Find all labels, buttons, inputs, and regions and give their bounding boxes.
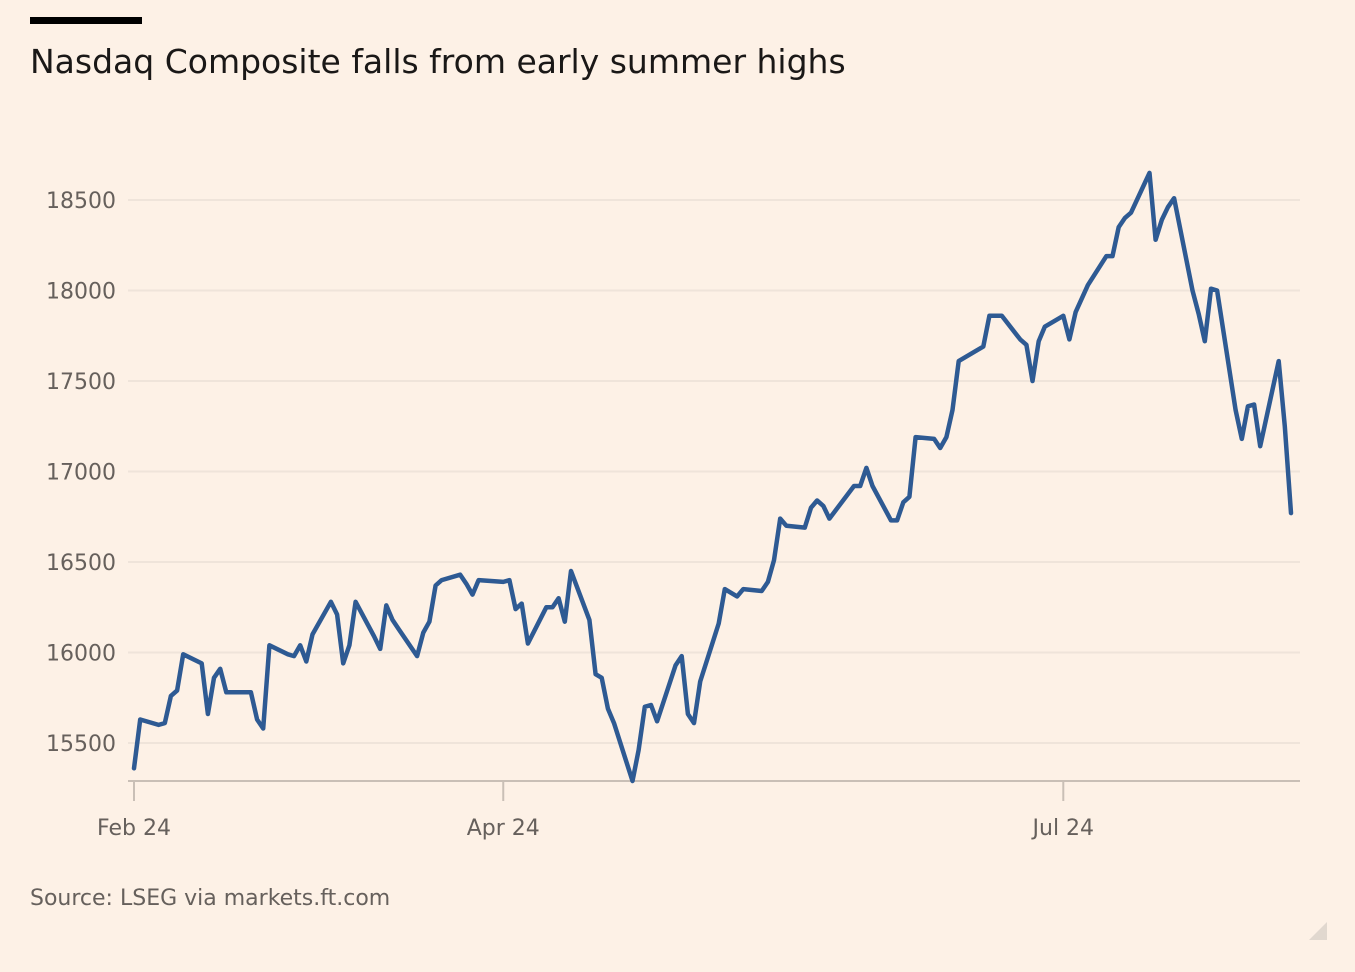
- y-tick-label: 17000: [46, 461, 116, 486]
- y-tick-label: 16000: [46, 642, 116, 667]
- title-accent-bar: [30, 17, 142, 24]
- x-tick-label: Jul 24: [1031, 816, 1095, 841]
- series: [131, 170, 1294, 784]
- y-tick-label: 17500: [46, 370, 116, 395]
- y-tick-label: 18500: [46, 189, 116, 214]
- chart-title: Nasdaq Composite falls from early summer…: [30, 42, 846, 81]
- y-tick-label: 15500: [46, 732, 116, 757]
- x-axis-ticks: Feb 24 Apr 24 Jul 24: [97, 781, 1094, 841]
- x-tick-label: Apr 24: [467, 816, 540, 841]
- x-tick-label: Feb 24: [97, 816, 171, 841]
- y-axis-ticks: 15500 16000 16500 17000 17500 18000 18500: [46, 189, 116, 757]
- source-note: Source: LSEG via markets.ft.com: [30, 886, 391, 911]
- series-line-nasdaq: [131, 170, 1294, 784]
- gridlines: [128, 199, 1300, 744]
- resize-handle-icon[interactable]: [1309, 922, 1327, 940]
- y-tick-label: 16500: [46, 551, 116, 576]
- y-tick-label: 18000: [46, 280, 116, 305]
